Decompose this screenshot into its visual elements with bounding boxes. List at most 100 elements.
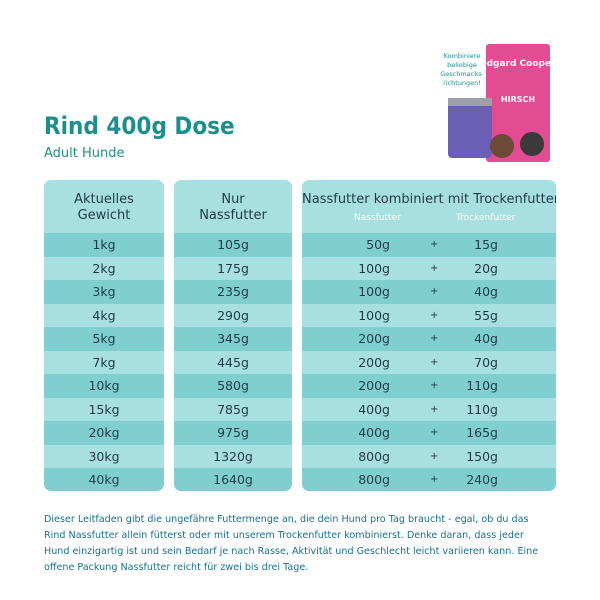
row: 400g +110g xyxy=(302,397,556,421)
wet-food-only: 1640g xyxy=(213,472,253,487)
row: 1320g xyxy=(174,444,292,468)
subcolumn-header: Trockenfutter xyxy=(456,213,516,223)
footer-line: offene Packung Nassfutter reicht für zwe… xyxy=(44,562,309,573)
row: 40kg xyxy=(44,468,164,491)
column-header: Nur Nassfutter xyxy=(199,192,267,223)
row: 235g xyxy=(174,280,292,304)
weight: 20kg xyxy=(88,425,120,440)
plus: + xyxy=(430,286,439,297)
plus: + xyxy=(430,380,439,391)
footer-line: Rind Nassfutter allein fütterst oder mit… xyxy=(44,530,524,541)
wet-food-combined: 400g xyxy=(358,425,390,440)
wet-food-combined: 200g xyxy=(358,378,390,393)
product-image: edgard Cooper HIRSCH Kombinierebeliebige… xyxy=(440,44,556,162)
wet-food-combined: 800g xyxy=(358,472,390,487)
wet-food-combined: 400g xyxy=(358,401,390,417)
row: 7kg xyxy=(44,350,164,374)
row: 445g xyxy=(174,350,292,374)
plus: + xyxy=(430,403,439,415)
weight: 5kg xyxy=(92,331,116,346)
dog-icon xyxy=(490,134,514,158)
wet-food-combined: 100g xyxy=(358,260,390,276)
row: 10kg xyxy=(44,374,164,398)
column-header: Nassfutter kombiniert mit Trockenfutter xyxy=(302,192,556,207)
wet-food-only: 345g xyxy=(217,331,249,346)
wet-food-only: 580g xyxy=(217,378,249,393)
row: 100g +40g xyxy=(302,280,556,304)
row: 200g +40g xyxy=(302,327,556,351)
row: 50g +15g xyxy=(302,233,556,257)
dry-food-combined: 15g xyxy=(474,237,498,252)
wet-food-only: 235g xyxy=(217,284,249,299)
row: 175g xyxy=(174,256,292,280)
row: 105g xyxy=(174,233,292,257)
brand: edgard Cooper xyxy=(480,59,556,69)
wet-food-combined: 200g xyxy=(358,331,390,346)
row: 290g xyxy=(174,303,292,327)
weight: 2kg xyxy=(92,260,116,276)
weight: 10kg xyxy=(88,378,120,393)
dry-food-combined: 55g xyxy=(474,307,498,323)
plus: + xyxy=(430,427,439,438)
wet-food-only: 105g xyxy=(217,237,249,252)
footer-line: Hund einzigartig ist und sein Bedarf je … xyxy=(44,546,539,557)
row: 345g xyxy=(174,327,292,351)
row: 800g +150g xyxy=(302,444,556,468)
plus: + xyxy=(430,309,439,321)
row: 975g xyxy=(174,421,292,445)
row: 400g +165g xyxy=(302,421,556,445)
callout-text: beliebige xyxy=(447,61,477,69)
dry-food-combined: 70g xyxy=(474,354,498,370)
wet-food-only: 1320g xyxy=(213,448,253,464)
wet-food-only: 290g xyxy=(217,307,249,323)
dog-icon xyxy=(520,132,544,156)
footer: Dieser Leitfaden gibt die ungefähre Futt… xyxy=(44,512,538,576)
weight-column: Aktuelles Gewicht 1kg 2kg 3kg 4kg 5kg 7kg 10kg 1… xyxy=(44,180,164,491)
title: Rind 400g Dose xyxy=(44,112,235,140)
row: 200g +70g xyxy=(302,350,556,374)
weight: 15kg xyxy=(88,401,120,417)
callout-text: richtungen! xyxy=(443,79,481,87)
weight: 40kg xyxy=(88,472,120,487)
row: 100g +55g xyxy=(302,303,556,327)
dry-food-combined: 240g xyxy=(466,472,498,487)
row: 800g +240g xyxy=(302,468,556,491)
dry-food-combined: 20g xyxy=(474,260,498,276)
wet-food-only: 175g xyxy=(217,260,249,276)
callout-text: Geschmacks- xyxy=(440,70,484,78)
wet-food-only: 975g xyxy=(217,425,249,440)
can xyxy=(448,98,492,158)
wet-food-combined: 200g xyxy=(358,354,390,370)
dry-food-combined: 165g xyxy=(466,425,498,440)
row: 1640g xyxy=(174,468,292,491)
dry-food-combined: 40g xyxy=(474,284,498,299)
row: 15kg xyxy=(44,397,164,421)
dry-food-combined: 150g xyxy=(466,448,498,464)
wet-food-column: Nur Nassfutter 105g 175g 235g 290g 345g 445g 58… xyxy=(174,180,292,491)
row: 100g +20g xyxy=(302,256,556,280)
wet-food-combined: 800g xyxy=(358,448,390,464)
dry-food-combined: 40g xyxy=(474,331,498,346)
wet-food-combined: 50g xyxy=(366,237,390,252)
plus: + xyxy=(430,239,439,250)
weight: 1kg xyxy=(92,237,116,252)
footer-line: Dieser Leitfaden gibt die ungefähre Futt… xyxy=(44,514,529,525)
subcolumn-header: Nassfutter xyxy=(354,213,401,223)
row: 4kg xyxy=(44,303,164,327)
row: 5kg xyxy=(44,327,164,351)
wet-food-combined: 100g xyxy=(358,284,390,299)
wet-food-only: 785g xyxy=(217,401,249,417)
wet-food-combined: 100g xyxy=(358,307,390,323)
weight: 7kg xyxy=(92,354,116,370)
row: 785g xyxy=(174,397,292,421)
subtitle: Adult Hunde xyxy=(44,146,125,161)
row: 1kg xyxy=(44,233,164,257)
combined-column: Nassfutter kombiniert mit Trockenfutter N… xyxy=(302,180,556,491)
row: 2kg xyxy=(44,256,164,280)
callout-text: Kombiniere xyxy=(444,52,481,60)
row: 3kg xyxy=(44,280,164,304)
weight: 3kg xyxy=(92,284,116,299)
wet-food-only: 445g xyxy=(217,354,249,370)
dry-food-combined: 110g xyxy=(466,378,498,393)
row: 30kg xyxy=(44,444,164,468)
